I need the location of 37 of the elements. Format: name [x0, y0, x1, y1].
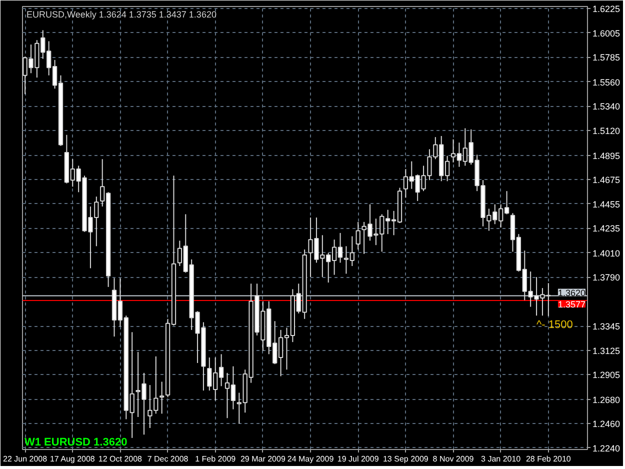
x-tick-label: 19 Jul 2009 [337, 454, 380, 464]
y-tick-label: 1.2460 [592, 419, 620, 430]
x-tick-label: 22 Jun 2008 [3, 454, 48, 464]
chart-title: EURUSD,Weekly 1.3624 1.3735 1.3437 1.3620 [26, 10, 216, 20]
x-tick-label: 12 Oct 2008 [98, 454, 143, 464]
y-tick-label: 1.4675 [592, 175, 620, 186]
y-tick-label: 1.4455 [592, 199, 620, 210]
y-tick-label: 1.2905 [592, 370, 620, 380]
y-tick-label: 1.6005 [592, 28, 620, 38]
x-tick-label: 24 May 2009 [287, 454, 334, 464]
y-tick-label: 1.2240 [592, 443, 620, 454]
x-tick-label: 29 Mar 2009 [240, 454, 286, 464]
x-tick-label: 3 Jan 2010 [481, 454, 522, 464]
x-tick-label: 17 Aug 2008 [50, 454, 96, 464]
y-tick-label: 1.4010 [592, 248, 620, 258]
ref-line-label: 1.3577 [558, 300, 586, 310]
y-tick-label: 1.5785 [592, 52, 620, 63]
x-tick-label: 1 Feb 2009 [195, 454, 236, 464]
y-tick-label: 1.3125 [592, 346, 620, 356]
x-tick-label: 8 Nov 2009 [432, 454, 474, 464]
ref-line-label: 1.3620 [558, 288, 586, 298]
candlestick [160, 381, 164, 414]
y-tick-label: 1.6225 [592, 4, 620, 14]
y-tick-label: 1.3790 [592, 272, 620, 283]
annotation: ^- 1500 [536, 318, 573, 331]
y-tick-label: 1.5120 [592, 126, 620, 136]
y-tick-label: 1.3345 [592, 322, 620, 332]
x-tick-label: 7 Dec 2008 [147, 454, 189, 464]
x-tick-label: 28 Feb 2010 [526, 454, 572, 464]
y-tick-label: 1.2680 [592, 394, 620, 405]
y-tick-label: 1.5340 [592, 102, 620, 112]
candlestick [356, 221, 360, 250]
y-tick-label: 1.4235 [592, 224, 620, 234]
y-tick-label: 1.5560 [592, 77, 620, 88]
text: W1 EURUSD 1.3620 [24, 436, 128, 448]
y-tick-label: 1.4895 [592, 150, 620, 161]
x-tick-label: 13 Sep 2009 [382, 454, 429, 464]
